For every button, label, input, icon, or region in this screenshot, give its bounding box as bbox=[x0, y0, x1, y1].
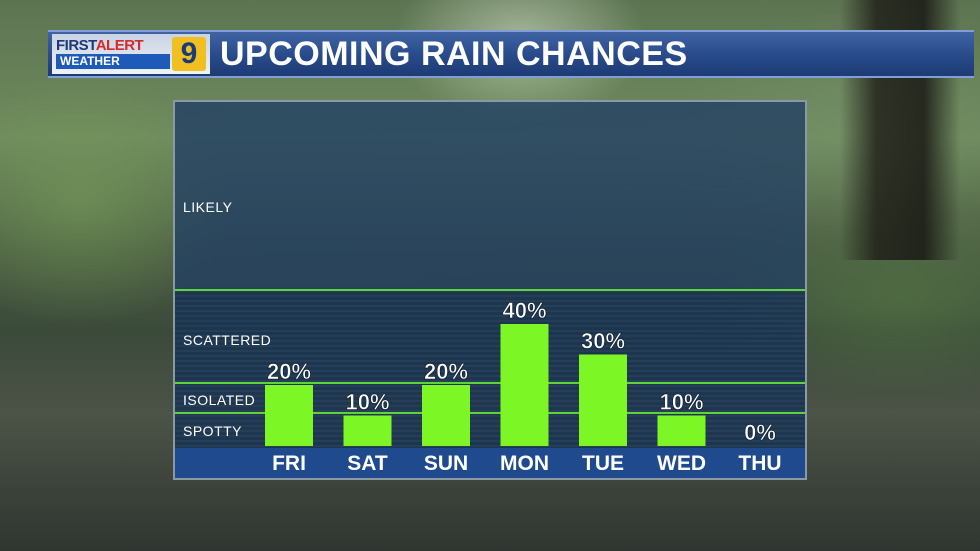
day-label-sun: SUN bbox=[424, 452, 468, 475]
logo-alert: ALERT bbox=[95, 37, 144, 54]
day-label-strip bbox=[175, 448, 805, 478]
value-label-tue: 30% bbox=[581, 329, 625, 354]
day-label-tue: TUE bbox=[582, 452, 624, 475]
value-label-sun: 20% bbox=[424, 359, 468, 384]
likely-zone bbox=[175, 102, 805, 290]
bar-sun bbox=[422, 385, 470, 446]
band-label-spotty: SPOTTY bbox=[183, 423, 242, 439]
value-label-mon: 40% bbox=[502, 298, 546, 323]
bar-sat bbox=[343, 415, 392, 446]
chart-panel: SPOTTY ISOLATED SCATTERED LIKELY 20% FRI 10% SA… bbox=[173, 100, 807, 480]
band-label-likely: LIKELY bbox=[183, 199, 233, 215]
value-label-sat: 10% bbox=[345, 390, 389, 415]
value-label-thu: 0% bbox=[744, 420, 776, 445]
page-title: UPCOMING RAIN CHANCES bbox=[220, 35, 688, 73]
day-label-mon: MON bbox=[500, 452, 549, 475]
logo-first-alert: FIRSTALERT bbox=[56, 37, 144, 54]
channel-9-badge: 9 bbox=[172, 37, 206, 71]
bar-tue bbox=[579, 354, 627, 446]
day-label-sat: SAT bbox=[347, 452, 388, 475]
bar-wed bbox=[657, 415, 706, 446]
band-label-isolated: ISOLATED bbox=[183, 392, 255, 408]
day-label-fri: FRI bbox=[272, 452, 306, 475]
rain-chance-chart: SPOTTY ISOLATED SCATTERED LIKELY 20% FRI 10% SA… bbox=[175, 199, 805, 475]
value-label-fri: 20% bbox=[267, 359, 311, 384]
band-label-scattered: SCATTERED bbox=[183, 332, 271, 348]
value-label-wed: 10% bbox=[659, 390, 703, 415]
logo-weather: WEATHER bbox=[56, 54, 170, 69]
logo-first: FIRST bbox=[56, 37, 96, 54]
day-label-thu: THU bbox=[738, 452, 781, 475]
bar-fri bbox=[265, 385, 313, 446]
bar-mon bbox=[500, 324, 549, 446]
day-label-wed: WED bbox=[657, 452, 706, 475]
first-alert-weather-logo: FIRSTALERT WEATHER 9 bbox=[52, 34, 210, 74]
